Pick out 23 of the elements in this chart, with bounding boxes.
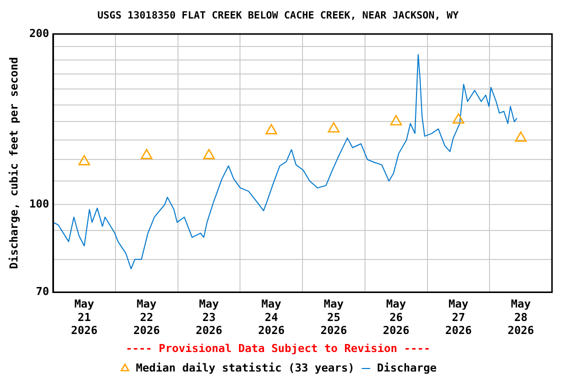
point	[266, 124, 278, 134]
point	[78, 155, 90, 166]
x-tick-label: May 26 2026	[382, 298, 410, 338]
x-tick-label: May 21 2026	[71, 298, 98, 338]
point	[514, 131, 527, 142]
x-tick-label: May 23 2026	[196, 298, 223, 338]
point	[328, 122, 340, 133]
x-tick-label: May 24 2026	[258, 298, 285, 338]
x-tick-label: May 25 2026	[320, 298, 348, 338]
y-tick-label: 70	[36, 285, 50, 298]
y-axis-title: Discharge, cubic feet per second	[7, 57, 20, 270]
x-tick-label: May 28 2026	[508, 298, 534, 338]
point	[203, 148, 215, 160]
point	[452, 113, 464, 124]
y-tick-label: 100	[29, 197, 50, 210]
legend-label: Median daily statistic (33 years)	[136, 361, 354, 374]
chart-title: USGS 13018350 FLAT CREEK BELOW CACHE CREEK, NEAR JACKSON, WY	[97, 10, 459, 22]
y-tick-label: 200	[29, 26, 50, 40]
legend-label: Discharge	[376, 361, 437, 374]
point	[390, 115, 402, 126]
x-tick-label: May 22 2026	[133, 298, 160, 338]
x-tick-label: May 27 2026	[445, 298, 472, 338]
point	[140, 148, 152, 160]
